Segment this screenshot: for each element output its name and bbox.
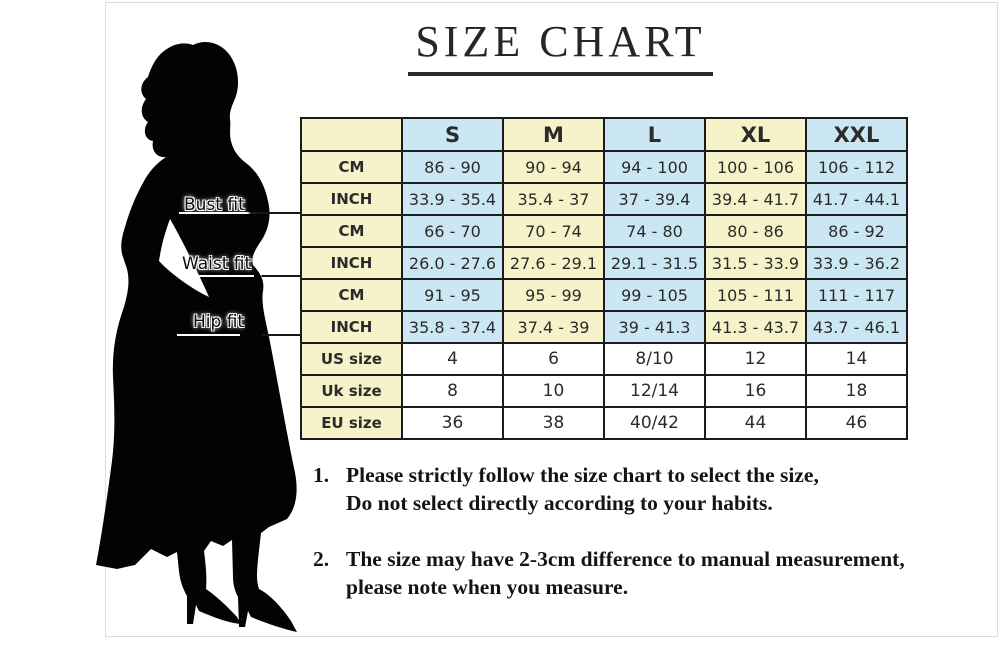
bust-fit-label: Bust fit: [184, 195, 245, 215]
header-cell-xl: XL: [704, 117, 807, 152]
cell: 8/10: [603, 342, 706, 376]
note-2-line-2: please note when you measure.: [346, 574, 629, 599]
table-header-row: S M L XL XXL: [300, 117, 908, 152]
cell: 33.9 - 36.2: [805, 246, 908, 280]
cell: 43.7 - 46.1: [805, 310, 908, 344]
note-1: 1. Please strictly follow the size chart…: [313, 462, 998, 517]
hip-pointer-line: [177, 334, 301, 336]
cell: 44: [704, 406, 807, 440]
cell: 39.4 - 41.7: [704, 182, 807, 216]
header-cell-m: M: [502, 117, 605, 152]
cell: 100 - 106: [704, 150, 807, 184]
cell: 74 - 80: [603, 214, 706, 248]
note-1-line-1: Please strictly follow the size chart to…: [346, 463, 819, 487]
cell: 35.8 - 37.4: [401, 310, 504, 344]
note-1-number: 1.: [313, 463, 330, 487]
table-row-waist-inch: INCH 26.0 - 27.6 27.6 - 29.1 29.1 - 31.5…: [300, 246, 908, 280]
header-cell-l: L: [603, 117, 706, 152]
cell: 12/14: [603, 374, 706, 408]
cell: 27.6 - 29.1: [502, 246, 605, 280]
cell: 95 - 99: [502, 278, 605, 312]
cell: 12: [704, 342, 807, 376]
row-label: US size: [300, 342, 403, 376]
row-label: Uk size: [300, 374, 403, 408]
cell: 36: [401, 406, 504, 440]
cell: 94 - 100: [603, 150, 706, 184]
note-1-line-2: Do not select directly according to your…: [346, 490, 773, 515]
note-2: 2. The size may have 2-3cm difference to…: [313, 546, 998, 601]
cell: 4: [401, 342, 504, 376]
table-row-waist-cm: CM 66 - 70 70 - 74 74 - 80 80 - 86 86 - …: [300, 214, 908, 248]
row-label: CM: [300, 278, 403, 312]
table-row-uk-size: Uk size 8 10 12/14 16 18: [300, 374, 908, 408]
row-label: INCH: [300, 246, 403, 280]
table-row-eu-size: EU size 36 38 40/42 44 46: [300, 406, 908, 440]
waist-fit-label: Waist fit: [182, 254, 252, 274]
cell: 39 - 41.3: [603, 310, 706, 344]
note-2-line-1: The size may have 2-3cm difference to ma…: [346, 547, 905, 571]
cell: 105 - 111: [704, 278, 807, 312]
row-label: CM: [300, 214, 403, 248]
cell: 10: [502, 374, 605, 408]
cell: 99 - 105: [603, 278, 706, 312]
cell: 111 - 117: [805, 278, 908, 312]
cell: 38: [502, 406, 605, 440]
row-label: EU size: [300, 406, 403, 440]
row-label: INCH: [300, 310, 403, 344]
row-label: INCH: [300, 182, 403, 216]
page-title: SIZE CHART: [408, 16, 713, 76]
cell: 26.0 - 27.6: [401, 246, 504, 280]
table-row-hip-inch: INCH 35.8 - 37.4 37.4 - 39 39 - 41.3 41.…: [300, 310, 908, 344]
cell: 6: [502, 342, 605, 376]
note-2-number: 2.: [313, 547, 330, 571]
cell: 70 - 74: [502, 214, 605, 248]
cell: 106 - 112: [805, 150, 908, 184]
cell: 41.3 - 43.7: [704, 310, 807, 344]
cell: 33.9 - 35.4: [401, 182, 504, 216]
cell: 90 - 94: [502, 150, 605, 184]
header-cell-s: S: [401, 117, 504, 152]
row-label: CM: [300, 150, 403, 184]
cell: 8: [401, 374, 504, 408]
cell: 14: [805, 342, 908, 376]
cell: 37 - 39.4: [603, 182, 706, 216]
cell: 40/42: [603, 406, 706, 440]
cell: 18: [805, 374, 908, 408]
cell: 91 - 95: [401, 278, 504, 312]
cell: 16: [704, 374, 807, 408]
waist-pointer-line: [177, 275, 301, 277]
cell: 37.4 - 39: [502, 310, 605, 344]
table-row-bust-cm: CM 86 - 90 90 - 94 94 - 100 100 - 106 10…: [300, 150, 908, 184]
bust-pointer-line: [179, 212, 301, 214]
hip-fit-label: Hip fit: [193, 312, 245, 332]
header-cell-empty: [300, 117, 403, 152]
table-row-hip-cm: CM 91 - 95 95 - 99 99 - 105 105 - 111 11…: [300, 278, 908, 312]
cell: 35.4 - 37: [502, 182, 605, 216]
size-table: S M L XL XXL CM 86 - 90 90 - 94 94 - 100…: [300, 117, 908, 440]
cell: 46: [805, 406, 908, 440]
cell: 86 - 90: [401, 150, 504, 184]
cell: 29.1 - 31.5: [603, 246, 706, 280]
cell: 31.5 - 33.9: [704, 246, 807, 280]
table-row-bust-inch: INCH 33.9 - 35.4 35.4 - 37 37 - 39.4 39.…: [300, 182, 908, 216]
cell: 66 - 70: [401, 214, 504, 248]
table-row-us-size: US size 4 6 8/10 12 14: [300, 342, 908, 376]
header-cell-xxl: XXL: [805, 117, 908, 152]
cell: 86 - 92: [805, 214, 908, 248]
cell: 80 - 86: [704, 214, 807, 248]
cell: 41.7 - 44.1: [805, 182, 908, 216]
